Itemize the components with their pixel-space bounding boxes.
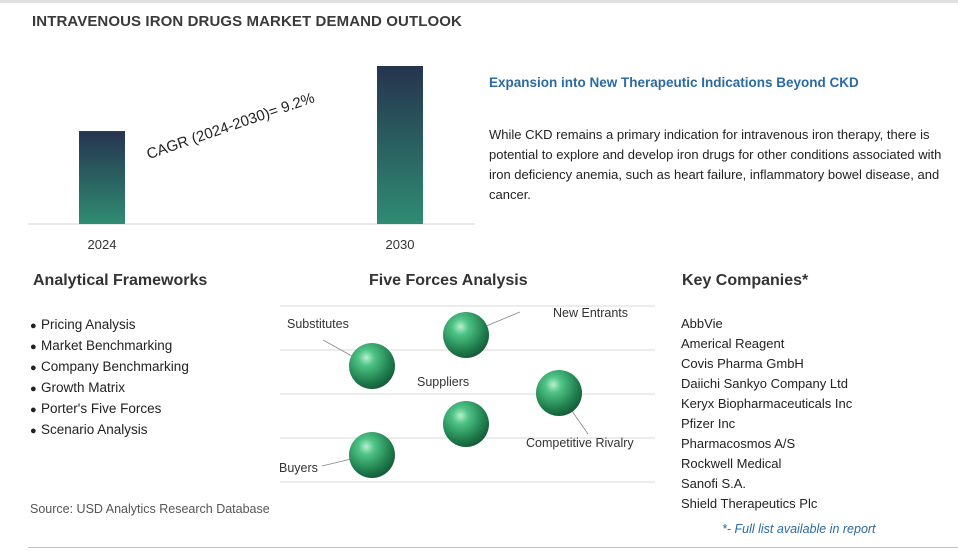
bar-chart: 2024 2030 (28, 66, 475, 252)
highlight-body: While CKD remains a primary indication f… (489, 127, 942, 202)
list-item: AbbVie (681, 316, 723, 331)
bullet-icon: ● (30, 383, 37, 395)
list-item: ● Growth Matrix (30, 377, 189, 398)
companies-list: AbbVie Americal Reagent Covis Pharma Gmb… (681, 314, 852, 514)
label-competitive-rivalry: Competitive Rivalry (526, 436, 634, 450)
bar-2024 (79, 131, 125, 224)
list-item: ● Company Benchmarking (30, 356, 189, 377)
sphere-competitive-rivalry (536, 370, 582, 416)
list-item: ● Market Benchmarking (30, 335, 189, 356)
list-item: Pfizer Inc (681, 416, 736, 431)
bullet-icon: ● (30, 404, 37, 416)
list-item: Rockwell Medical (681, 456, 782, 471)
list-item: Sanofi S.A. (681, 476, 747, 491)
list-item: Pharmacosmos A/S (681, 436, 796, 451)
x-tick-label: 2030 (386, 237, 415, 252)
bullet-icon: ● (30, 362, 37, 374)
label-new-entrants: New Entrants (553, 306, 629, 320)
label-buyers: Buyers (279, 461, 318, 475)
list-item: Americal Reagent (681, 336, 785, 351)
bullet-icon: ● (30, 425, 37, 437)
label-substitutes: Substitutes (287, 317, 349, 331)
list-item: ● Pricing Analysis (30, 314, 189, 335)
x-tick-label: 2024 (88, 237, 117, 252)
companies-title: Key Companies* (682, 272, 809, 289)
label-suppliers: Suppliers (417, 375, 470, 389)
source-text: Source: USD Analytics Research Database (30, 502, 270, 516)
five-forces-title: Five Forces Analysis (369, 272, 528, 289)
bullet-icon: ● (30, 320, 37, 332)
list-item: Keryx Biopharmaceuticals Inc (681, 396, 853, 411)
companies-note: *- Full list available in report (722, 522, 876, 536)
page-title: INTRAVENOUS IRON DRUGS MARKET DEMAND OUT… (32, 13, 462, 30)
sphere-buyers (349, 432, 395, 478)
highlight-heading: Expansion into New Therapeutic Indicatio… (489, 75, 859, 90)
list-item: Shield Therapeutics Plc (681, 496, 818, 511)
list-item: Covis Pharma GmbH (681, 356, 804, 371)
frameworks-list: ● Pricing Analysis ● Market Benchmarking ●… (30, 314, 189, 440)
bullet-icon: ● (30, 341, 37, 353)
list-item: ● Porter's Five Forces (30, 398, 189, 419)
sphere-new-entrants (443, 312, 489, 358)
bar-2030 (377, 66, 423, 224)
sphere-suppliers (443, 401, 489, 447)
top-rule (0, 0, 958, 3)
bottom-rule (28, 547, 958, 548)
frameworks-title: Analytical Frameworks (33, 272, 208, 289)
sphere-substitutes (349, 343, 395, 389)
list-item: ● Scenario Analysis (30, 419, 189, 440)
list-item: Daiichi Sankyo Company Ltd (681, 376, 848, 391)
five-forces-diagram (280, 305, 655, 483)
